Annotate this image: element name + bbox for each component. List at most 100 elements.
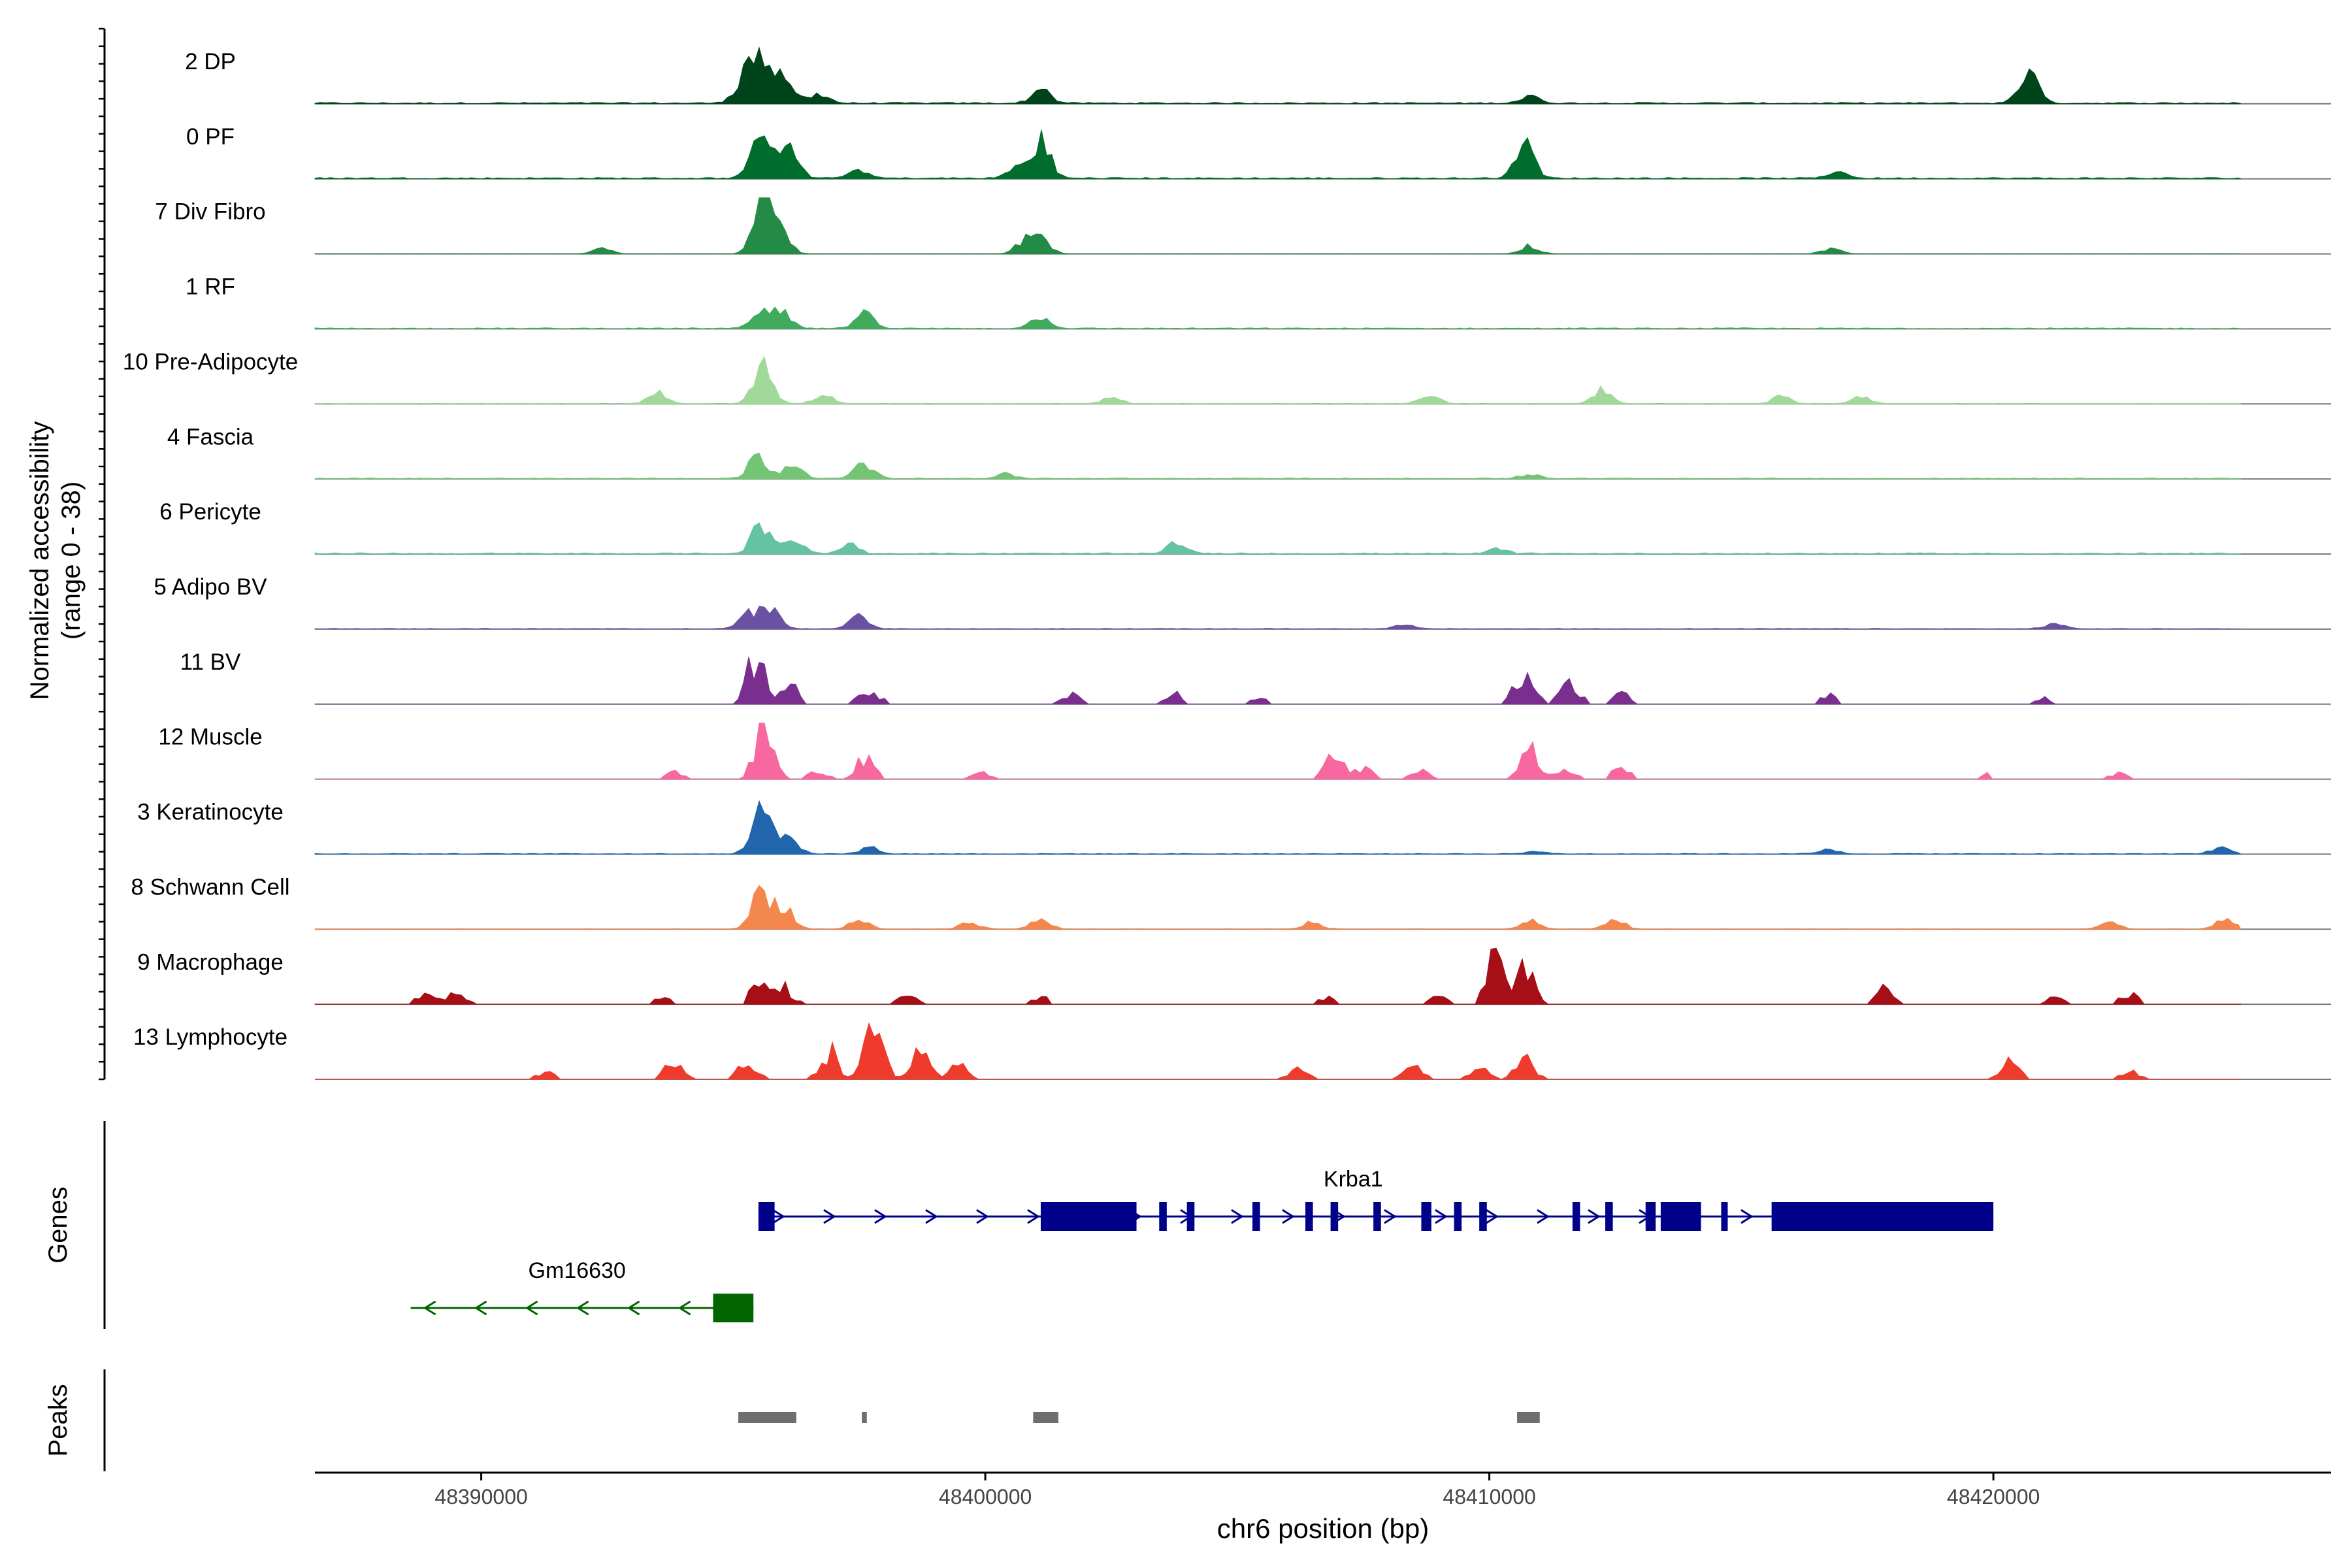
gene-strand-chevron [423,1300,436,1316]
gene-strand-chevron [525,1300,538,1316]
gene-strand-chevron [1027,1209,1040,1224]
peak-region [1517,1412,1540,1423]
gene-strand-chevron [678,1300,691,1316]
gene-strand-chevron [1486,1209,1499,1224]
gene-exon [1572,1202,1580,1231]
track-label: 3 Keratinocyte [137,800,284,825]
coverage-track: 9 Macrophage [137,947,2331,1005]
track-coverage-area [314,46,2242,105]
x-tick-label: 48420000 [1947,1485,2040,1509]
gene-strand-chevron [1588,1209,1601,1224]
gene-strand-chevron [576,1300,589,1316]
gene-exon [1454,1202,1462,1231]
track-coverage-area [314,723,2242,780]
track-label: 6 Pericyte [159,499,261,525]
gene-exon [1645,1202,1656,1231]
gene-exon [1373,1202,1381,1231]
gene-strand-chevron [925,1209,938,1224]
gene-strand-chevron [474,1300,487,1316]
gene-strand-chevron [1537,1209,1550,1224]
gene-exon [1159,1202,1167,1231]
gene-krba1: Krba1 [758,1167,1994,1231]
coverage-track: 8 Schwann Cell [131,874,2331,930]
coverage-track: 1 RF [186,274,2331,330]
track-coverage-area [314,129,2242,180]
track-coverage-area [314,800,2242,855]
gene-exon [758,1202,775,1231]
coverage-track: 4 Fascia [167,424,2331,480]
gene-exon [1479,1202,1487,1231]
gene-strand-chevron [1282,1209,1295,1224]
gene-strand-chevron [1384,1209,1397,1224]
gene-exon [1660,1202,1701,1231]
track-label: 8 Schwann Cell [131,874,289,900]
track-label: 11 BV [180,649,241,675]
gene-gm16630: Gm16630 [410,1258,754,1322]
gene-strand-chevron [1435,1209,1448,1224]
gene-annotations: Krba1 Gm16630 [410,1167,1994,1322]
genes-panel-label: Genes [44,1186,73,1264]
gene-strand-chevron [976,1209,989,1224]
track-label: 1 RF [186,274,235,300]
track-coverage-area [314,657,2242,705]
gene-exon [1771,1202,1994,1231]
track-label: 4 Fascia [167,424,254,449]
track-coverage-area [314,355,2242,404]
gene-name-label: Gm16630 [529,1258,626,1283]
gene-strand-chevron [1231,1209,1244,1224]
gene-exon [1040,1202,1137,1231]
coverage-track: 3 Keratinocyte [137,800,2331,855]
gene-strand-chevron [823,1209,836,1224]
coverage-track: 2 DP [185,46,2331,105]
coverage-track: 5 Adipo BV [154,574,2331,630]
track-label: 13 Lymphocyte [133,1024,287,1050]
track-label: 5 Adipo BV [154,574,267,600]
gene-strand-chevron [874,1209,887,1224]
peak-region [738,1412,796,1423]
gene-name-label: Krba1 [1324,1167,1383,1192]
track-coverage-area [314,885,2242,930]
peak-region [862,1412,867,1423]
coverage-track: 7 Div Fibro [155,197,2331,255]
peak-regions [738,1412,1540,1423]
gene-exon [1252,1202,1260,1231]
peaks-panel-label: Peaks [44,1384,73,1456]
x-axis-label: chr6 position (bp) [1217,1513,1429,1544]
y-axis-label: Normalized accessibility [25,421,54,700]
track-coverage-area [314,452,2242,480]
track-label: 7 Div Fibro [155,199,265,225]
coverage-track: 12 Muscle [158,723,2331,780]
coverage-track: 6 Pericyte [159,499,2331,555]
gene-strand-chevron [627,1300,640,1316]
track-coverage-area [314,947,2242,1005]
coverage-track: 10 Pre-Adipocyte [123,349,2331,405]
coverage-track: 13 Lymphocyte [133,1022,2331,1080]
peak-region [1033,1412,1058,1423]
track-coverage-area [314,606,2242,630]
gene-exon [1186,1202,1195,1231]
gene-strand-chevron [1740,1209,1754,1224]
coverage-track: 11 BV [180,649,2331,705]
track-coverage-area [314,306,2242,329]
coverage-track: 0 PF [186,124,2331,180]
x-tick-label: 48400000 [939,1485,1032,1509]
gene-exon [1305,1202,1313,1231]
track-label: 10 Pre-Adipocyte [123,349,298,374]
y-axis-range-label: (range 0 - 38) [57,482,86,640]
gene-exon [713,1294,754,1322]
x-tick-label: 48390000 [434,1485,527,1509]
gene-exon [1421,1202,1431,1231]
track-label: 2 DP [185,49,236,74]
track-coverage-area [314,522,2242,555]
track-label: 9 Macrophage [137,949,284,975]
x-axis-ticks: 48390000 48400000 48410000 48420000 [434,1473,2040,1509]
track-coverage-area [315,1022,2241,1080]
track-label: 0 PF [186,124,235,150]
x-tick-label: 48410000 [1443,1485,1535,1509]
gene-exon [1605,1202,1613,1231]
gene-exon [1330,1202,1339,1231]
gene-exon [1721,1202,1728,1231]
track-coverage-area [314,197,2242,255]
gene-strand-chevron [772,1209,785,1224]
